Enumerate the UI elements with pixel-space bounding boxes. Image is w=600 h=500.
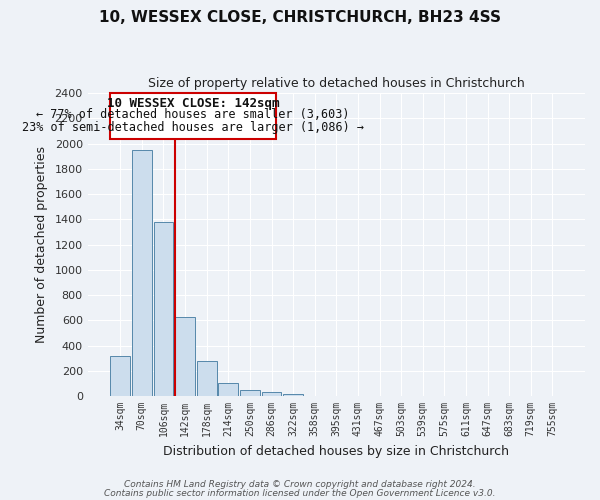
Text: 10, WESSEX CLOSE, CHRISTCHURCH, BH23 4SS: 10, WESSEX CLOSE, CHRISTCHURCH, BH23 4SS xyxy=(99,10,501,25)
Text: ← 77% of detached houses are smaller (3,603): ← 77% of detached houses are smaller (3,… xyxy=(36,108,350,120)
Text: Contains HM Land Registry data © Crown copyright and database right 2024.: Contains HM Land Registry data © Crown c… xyxy=(124,480,476,489)
Text: 10 WESSEX CLOSE: 142sqm: 10 WESSEX CLOSE: 142sqm xyxy=(107,97,279,110)
Title: Size of property relative to detached houses in Christchurch: Size of property relative to detached ho… xyxy=(148,78,525,90)
Bar xyxy=(154,222,173,396)
Bar xyxy=(240,390,260,396)
Bar xyxy=(132,150,152,396)
Bar xyxy=(110,356,130,396)
FancyBboxPatch shape xyxy=(110,93,276,138)
X-axis label: Distribution of detached houses by size in Christchurch: Distribution of detached houses by size … xyxy=(163,444,509,458)
Bar xyxy=(218,384,238,396)
Y-axis label: Number of detached properties: Number of detached properties xyxy=(35,146,47,343)
Text: Contains public sector information licensed under the Open Government Licence v3: Contains public sector information licen… xyxy=(104,488,496,498)
Text: 23% of semi-detached houses are larger (1,086) →: 23% of semi-detached houses are larger (… xyxy=(22,121,364,134)
Bar xyxy=(262,392,281,396)
Bar xyxy=(175,316,195,396)
Bar xyxy=(283,394,303,396)
Bar xyxy=(197,360,217,396)
